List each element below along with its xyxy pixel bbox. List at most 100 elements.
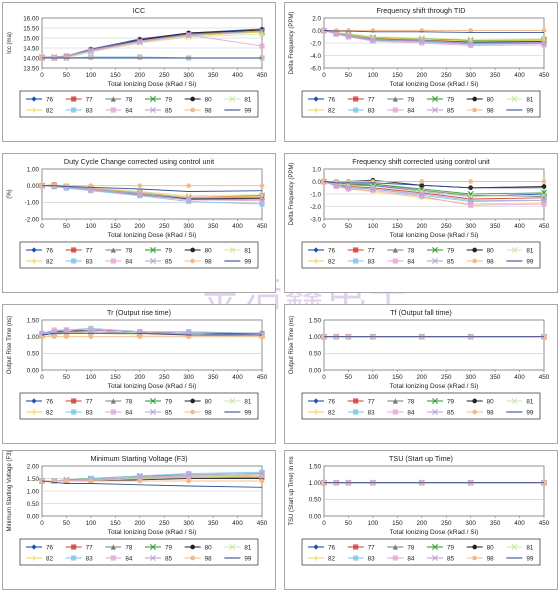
legend-label: 79 bbox=[447, 247, 455, 254]
legend-label: 98 bbox=[205, 409, 213, 416]
data-point bbox=[541, 179, 547, 184]
x-tick-label: 100 bbox=[86, 374, 97, 381]
legend-marker bbox=[110, 96, 116, 102]
legend-label: 81 bbox=[244, 247, 252, 254]
legend-label: 76 bbox=[328, 96, 336, 103]
legend-label: 82 bbox=[46, 555, 54, 562]
legend-item-99: 99 bbox=[506, 107, 534, 114]
legend-item-79: 79 bbox=[145, 96, 173, 103]
data-point bbox=[39, 334, 45, 340]
series-line bbox=[323, 181, 544, 189]
legend-marker bbox=[110, 555, 116, 561]
legend-item-84: 84 bbox=[387, 409, 415, 416]
legend-label: 78 bbox=[125, 544, 133, 551]
y-tick-label: 13.50 bbox=[23, 65, 39, 72]
legend-label: 99 bbox=[244, 555, 252, 562]
legend-item-77: 77 bbox=[65, 544, 93, 551]
legend-item-99: 99 bbox=[224, 258, 252, 265]
legend-item-84: 84 bbox=[387, 555, 415, 562]
y-tick-label: 1.0 bbox=[312, 166, 321, 173]
legend-label: 79 bbox=[447, 96, 455, 103]
data-point bbox=[345, 34, 352, 40]
legend-label: 98 bbox=[487, 409, 495, 416]
legend-item-99: 99 bbox=[224, 555, 252, 562]
chart-panel-8: TSU (Start up Time) 0.00 0.50 1.00 1.50 0 50 10… bbox=[284, 450, 558, 590]
legend-marker bbox=[432, 107, 438, 113]
legend-item-77: 77 bbox=[347, 398, 375, 405]
y-tick-label: 2.00 bbox=[27, 463, 40, 470]
chart-panel-3: Duty Cycle Change corrected using contro… bbox=[2, 153, 276, 293]
chart-title: Tr (Output rise time) bbox=[107, 308, 171, 317]
data-point bbox=[186, 478, 192, 484]
legend-item-84: 84 bbox=[105, 107, 133, 114]
data-point bbox=[419, 40, 425, 46]
y-tick-label: 1.00 bbox=[309, 334, 322, 341]
legend-label: 84 bbox=[407, 107, 415, 114]
x-tick-label: 450 bbox=[257, 374, 268, 381]
series-85 bbox=[321, 27, 547, 46]
legend-marker bbox=[313, 107, 319, 113]
y-tick-label: 1.50 bbox=[309, 463, 322, 470]
legend-label: 85 bbox=[447, 258, 455, 265]
x-tick-label: 200 bbox=[417, 520, 428, 527]
y-axis-label: Output Rise Time (ns) bbox=[7, 316, 13, 374]
x-tick-label: 200 bbox=[135, 520, 146, 527]
legend-label: 99 bbox=[244, 107, 252, 114]
chart-title: Duty Cycle Change corrected using contro… bbox=[64, 157, 214, 166]
data-point bbox=[345, 32, 352, 39]
y-tick-label: 2.0 bbox=[312, 15, 321, 22]
legend-label: 76 bbox=[46, 247, 54, 254]
data-point bbox=[88, 48, 94, 54]
legend-marker bbox=[472, 398, 478, 404]
legend-label: 77 bbox=[368, 247, 376, 254]
x-tick-label: 0 bbox=[322, 72, 326, 79]
data-point bbox=[468, 198, 474, 205]
y-tick-label: 0.50 bbox=[309, 351, 322, 358]
data-point bbox=[468, 42, 474, 49]
data-point bbox=[541, 39, 547, 46]
legend-label: 85 bbox=[447, 107, 455, 114]
x-tick-label: 50 bbox=[345, 223, 353, 230]
legend-item-98: 98 bbox=[466, 555, 494, 562]
legend-marker bbox=[71, 544, 77, 550]
legend-marker bbox=[432, 555, 438, 561]
data-point bbox=[541, 192, 547, 199]
legend-item-81: 81 bbox=[506, 96, 534, 103]
legend-label: 79 bbox=[165, 247, 173, 254]
x-tick-label: 400 bbox=[232, 72, 243, 79]
legend-label: 80 bbox=[487, 96, 495, 103]
x-tick-label: 300 bbox=[183, 374, 194, 381]
legend-label: 85 bbox=[447, 555, 455, 562]
y-tick-label: 0.50 bbox=[27, 351, 40, 358]
data-point bbox=[88, 334, 94, 340]
x-tick-label: 250 bbox=[159, 223, 170, 230]
x-tick-label: 450 bbox=[539, 520, 550, 527]
series-line bbox=[42, 185, 263, 192]
legend-marker bbox=[472, 258, 478, 264]
y-tick-label: 15.00 bbox=[23, 35, 39, 42]
data-point bbox=[137, 191, 143, 197]
legend-marker bbox=[150, 107, 156, 113]
y-tick-label: -1.00 bbox=[25, 200, 40, 207]
legend-marker bbox=[190, 398, 196, 404]
data-point bbox=[467, 197, 474, 204]
legend-marker bbox=[110, 107, 116, 113]
legend-label: 79 bbox=[447, 398, 455, 405]
legend-label: 79 bbox=[165, 544, 173, 551]
legend-label: 99 bbox=[244, 409, 252, 416]
data-point bbox=[259, 28, 265, 34]
x-tick-label: 100 bbox=[86, 72, 97, 79]
x-tick-label: 350 bbox=[490, 374, 501, 381]
legend-label: 99 bbox=[244, 258, 252, 265]
x-tick-label: 0 bbox=[322, 223, 326, 230]
legend-label: 76 bbox=[46, 96, 54, 103]
legend-marker bbox=[472, 96, 478, 102]
legend-marker bbox=[190, 409, 196, 415]
data-point bbox=[88, 478, 94, 484]
data-point bbox=[259, 472, 265, 478]
chart-panel-2: Frequency shift through TID -6.0 -4.0 -2.0 0… bbox=[284, 2, 558, 142]
x-tick-label: 350 bbox=[490, 223, 501, 230]
legend-item-98: 98 bbox=[184, 258, 212, 265]
legend-label: 83 bbox=[368, 258, 376, 265]
chart-title: Frequency shift through TID bbox=[377, 6, 466, 15]
